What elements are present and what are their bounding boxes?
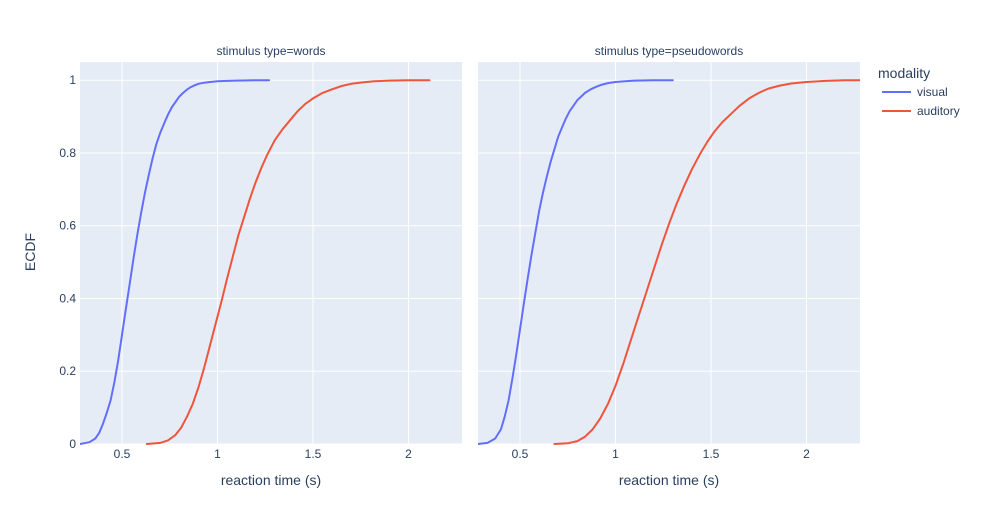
- x-tick-label: 1: [612, 447, 619, 461]
- x-axis-title: reaction time (s): [221, 472, 321, 488]
- series-line-auditory[interactable]: [145, 79, 431, 445]
- x-tick-label: 1: [214, 447, 221, 461]
- series-line-visual[interactable]: [478, 79, 674, 445]
- legend-title: modality: [878, 65, 930, 81]
- series-line-visual[interactable]: [80, 79, 271, 445]
- panels-layer: 0 0.2 0.4 0.6 0.8 1 0.5 1 1.5 2 stimulus type=word…: [59, 44, 860, 488]
- x-tick-label: 2: [803, 447, 810, 461]
- plot-area-background: [478, 62, 860, 444]
- legend-item-visual[interactable]: visual: [882, 85, 948, 99]
- legend-label: visual: [917, 85, 948, 99]
- plot-area-background: [80, 62, 462, 444]
- legend-item-auditory[interactable]: auditory: [882, 104, 960, 118]
- x-tick-label: 1.5: [703, 447, 720, 461]
- facet-title: stimulus type=words: [216, 44, 325, 58]
- facet-panel-1: 0 0.2 0.4 0.6 0.8 1 0.5 1 1.5 2 stimulus type=word…: [59, 44, 462, 488]
- legend-entries[interactable]: visual auditory: [882, 85, 960, 118]
- y-tick-label: 0.2: [59, 364, 76, 378]
- facet-title: stimulus type=pseudowords: [595, 44, 743, 58]
- x-tick-label: 0.5: [512, 447, 529, 461]
- y-tick-label: 1: [69, 73, 76, 87]
- facet-panel-2: 0.5 1 1.5 2 stimulus type=pseudowords reactio…: [478, 44, 860, 488]
- y-tick-label: 0: [69, 437, 76, 451]
- x-tick-label: 1.5: [305, 447, 322, 461]
- series-line-auditory[interactable]: [553, 79, 860, 445]
- y-axis-title: ECDF: [22, 233, 38, 271]
- y-tick-label: 0.4: [59, 291, 76, 305]
- legend-label: auditory: [917, 104, 960, 118]
- y-tick-label: 0.6: [59, 219, 76, 233]
- x-axis-title: reaction time (s): [619, 472, 719, 488]
- x-tick-label: 2: [405, 447, 412, 461]
- x-tick-label: 0.5: [114, 447, 131, 461]
- y-tick-label: 0.8: [59, 146, 76, 160]
- legend[interactable]: modality visual auditory: [878, 65, 960, 118]
